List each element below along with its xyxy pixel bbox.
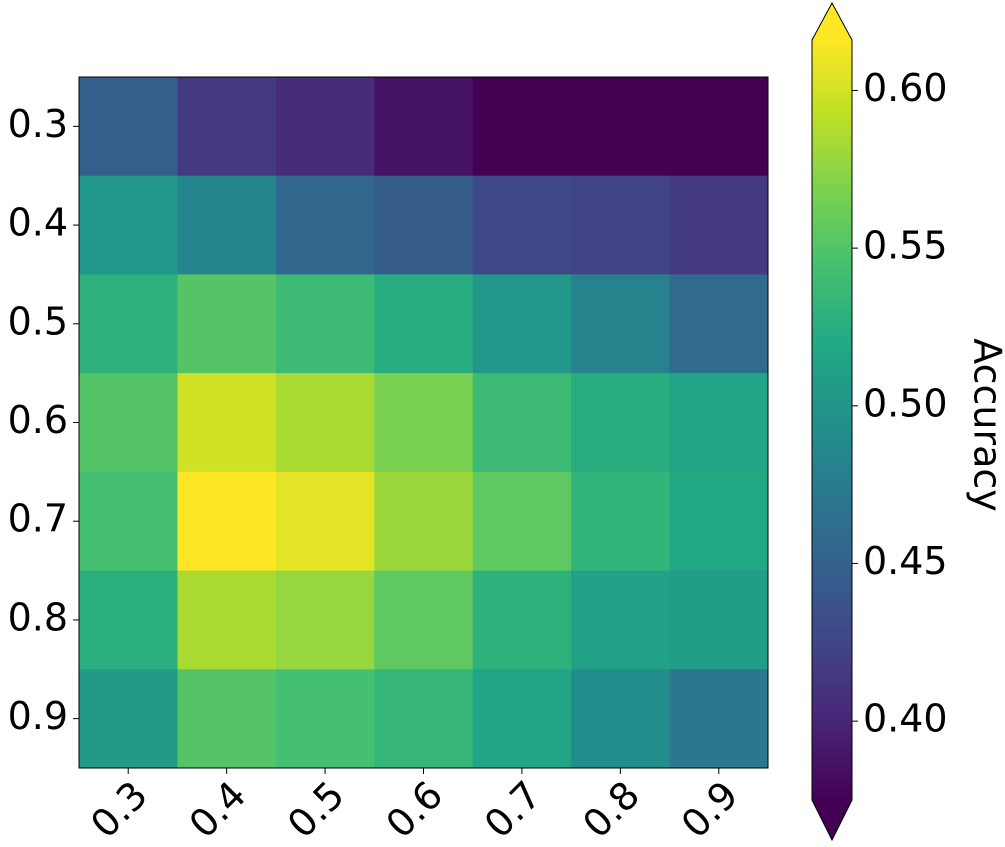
heatmap-cell — [177, 471, 277, 572]
colorbar — [812, 40, 852, 800]
heatmap-cell — [374, 77, 474, 177]
heatmap-cell — [374, 471, 474, 572]
heatmap-cell — [275, 471, 375, 572]
heatmap-cell — [177, 175, 277, 275]
colorbar-extend-min — [812, 800, 852, 840]
heatmap-cell — [374, 570, 474, 670]
y-tick-label: 0.5 — [8, 299, 68, 343]
heatmap-cell — [275, 669, 375, 769]
colorbar-tick-label: 0.50 — [863, 381, 948, 425]
heatmap-cell — [275, 373, 375, 473]
heatmap-cell — [669, 570, 769, 670]
x-tick-label: 0.5 — [279, 773, 353, 847]
heatmap-cell — [79, 471, 178, 572]
y-tick-label: 0.8 — [8, 595, 68, 639]
heatmap-cell — [571, 669, 671, 769]
heatmap-cell — [669, 373, 769, 473]
y-tick-label: 0.9 — [8, 694, 68, 738]
heatmap-cell — [472, 373, 572, 473]
heatmap-cell — [669, 77, 769, 177]
heatmap-cell — [571, 570, 671, 670]
colorbar-tick-label: 0.45 — [863, 539, 948, 583]
heatmap-cell — [275, 570, 375, 670]
y-tick-label: 0.6 — [8, 398, 68, 442]
heatmap-cell — [571, 274, 671, 374]
heatmap-cell — [472, 669, 572, 769]
heatmap-cell — [177, 77, 277, 177]
heatmap-cell — [79, 669, 178, 769]
y-tick-label: 0.4 — [8, 201, 68, 245]
heatmap-cell — [571, 373, 671, 473]
heatmap-cell — [571, 77, 671, 177]
heatmap-cell — [177, 669, 277, 769]
heatmap-cell — [472, 570, 572, 670]
heatmap-cell — [374, 373, 474, 473]
heatmap-cell — [79, 175, 178, 275]
heatmap-cell — [79, 77, 178, 177]
heatmap-cell — [472, 274, 572, 374]
heatmap-cell — [374, 669, 474, 769]
y-tick-label: 0.7 — [8, 497, 68, 541]
colorbar-tick-label: 0.40 — [863, 697, 948, 741]
y-tick-label: 0.3 — [8, 102, 68, 146]
heatmap-cell — [177, 570, 277, 670]
colorbar-tick-label: 0.55 — [863, 224, 948, 268]
x-tick-label: 0.7 — [476, 773, 550, 847]
heatmap-cell — [275, 175, 375, 275]
x-tick-label: 0.8 — [574, 773, 648, 847]
heatmap-cell — [177, 274, 277, 374]
heatmap-cell — [669, 471, 769, 572]
heatmap-cell — [571, 471, 671, 572]
heatmap-cell — [79, 274, 178, 374]
colorbar-label: Accuracy — [966, 338, 1005, 512]
colorbar-extend-max — [812, 3, 852, 40]
colorbar-tick-label: 0.60 — [863, 66, 948, 110]
colorbar-outline — [811, 1, 853, 842]
x-tick-label: 0.6 — [377, 773, 451, 847]
x-tick-label: 0.9 — [673, 773, 747, 847]
heatmap-cell — [571, 175, 671, 275]
heatmap-cell — [177, 373, 277, 473]
heatmap-cell — [472, 471, 572, 572]
heatmap-cell — [472, 175, 572, 275]
x-tick-label: 0.4 — [181, 773, 255, 847]
heatmap-cell — [669, 669, 769, 769]
heatmap-cell — [374, 175, 474, 275]
heatmap-cell — [275, 274, 375, 374]
x-tick-label: 0.3 — [82, 773, 156, 847]
heatmap-cell — [79, 570, 178, 670]
heatmap-cell — [275, 77, 375, 177]
heatmap-cell — [79, 373, 178, 473]
heatmap-cell — [472, 77, 572, 177]
heatmap-cell — [669, 175, 769, 275]
heatmap-cell — [374, 274, 474, 374]
heatmap-cell — [669, 274, 769, 374]
